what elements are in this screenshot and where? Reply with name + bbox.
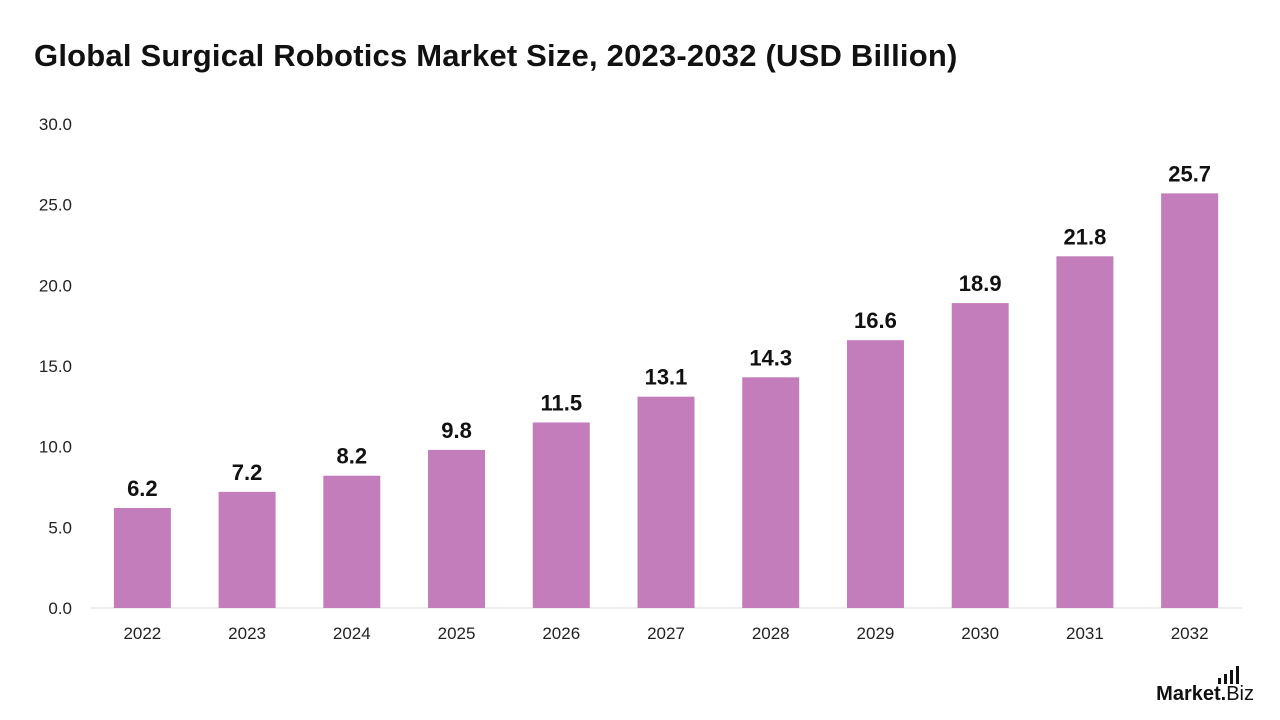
bar-2024	[323, 475, 381, 608]
value-label: 13.1	[645, 365, 688, 390]
value-label: 14.3	[749, 345, 792, 370]
y-tick-label: 0.0	[48, 599, 72, 618]
brand-logo: Market. Biz	[1156, 666, 1254, 706]
value-labels-group: 6.2 7.2 8.2 9.8 11.5 13.1 14.3 16.6 18.9 21.8 25.7	[127, 161, 1211, 501]
x-tick-label: 2026	[542, 624, 580, 643]
x-tick-label: 2028	[752, 624, 790, 643]
bar-2029	[846, 340, 904, 608]
bar-2022	[113, 507, 171, 608]
value-label: 11.5	[540, 390, 582, 415]
x-axis-ticks: 2022 2023 2024 2025 2026 2027 2028 2029 2030 2031…	[123, 624, 1208, 643]
x-tick-label: 2025	[438, 624, 476, 643]
y-tick-label: 20.0	[39, 276, 72, 295]
bar-2023	[218, 491, 276, 608]
value-label: 25.7	[1168, 161, 1211, 186]
x-tick-label: 2024	[333, 624, 371, 643]
value-label: 7.2	[232, 460, 263, 485]
value-label: 9.8	[441, 418, 472, 443]
y-tick-label: 25.0	[39, 196, 72, 215]
bar-chart-icon	[1218, 666, 1240, 684]
value-label: 16.6	[854, 308, 897, 333]
brand-tld: Biz	[1226, 683, 1254, 705]
bar-2031	[1056, 256, 1114, 608]
x-tick-label: 2023	[228, 624, 266, 643]
bar-2030	[951, 303, 1009, 608]
y-tick-label: 10.0	[39, 438, 72, 457]
x-tick-label: 2027	[647, 624, 685, 643]
brand-dot: .	[1220, 683, 1227, 705]
value-label: 18.9	[959, 271, 1002, 296]
y-tick-label: 5.0	[48, 518, 72, 537]
x-tick-label: 2031	[1066, 624, 1104, 643]
value-label: 21.8	[1063, 224, 1106, 249]
value-label: 6.2	[127, 476, 158, 501]
bar-2032	[1161, 193, 1219, 608]
chart-title: Global Surgical Robotics Market Size, 20…	[34, 38, 958, 73]
bar-2026	[532, 422, 590, 608]
x-tick-label: 2022	[123, 624, 161, 643]
y-axis-ticks: 0.0 5.0 10.0 15.0 20.0 25.0 30.0	[39, 115, 72, 618]
y-tick-label: 30.0	[39, 115, 72, 134]
x-tick-label: 2030	[961, 624, 999, 643]
y-tick-label: 15.0	[39, 357, 72, 376]
brand-name: Market	[1156, 683, 1221, 705]
x-tick-label: 2029	[857, 624, 895, 643]
value-label: 8.2	[337, 444, 368, 469]
bar-2028	[742, 377, 800, 608]
bar-2027	[637, 396, 695, 608]
bars-group	[113, 193, 1219, 608]
x-tick-label: 2032	[1171, 624, 1209, 643]
bar-2025	[428, 449, 486, 608]
